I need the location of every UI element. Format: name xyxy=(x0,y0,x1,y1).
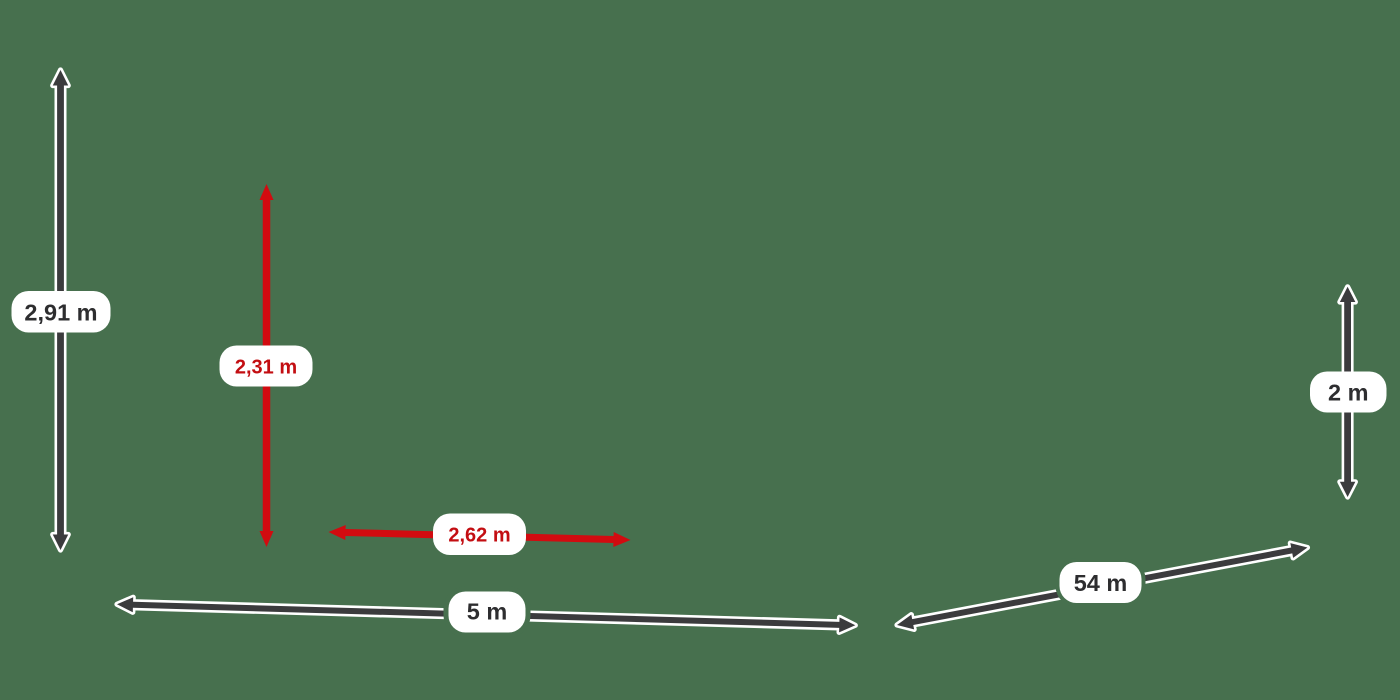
svg-text:2 m: 2 m xyxy=(1328,380,1369,406)
svg-text:2,62 m: 2,62 m xyxy=(448,524,510,546)
svg-text:2,91 m: 2,91 m xyxy=(24,299,97,325)
svg-text:2,31 m: 2,31 m xyxy=(235,357,297,379)
svg-text:5 m: 5 m xyxy=(467,599,508,625)
svg-text:54 m: 54 m xyxy=(1074,570,1128,596)
